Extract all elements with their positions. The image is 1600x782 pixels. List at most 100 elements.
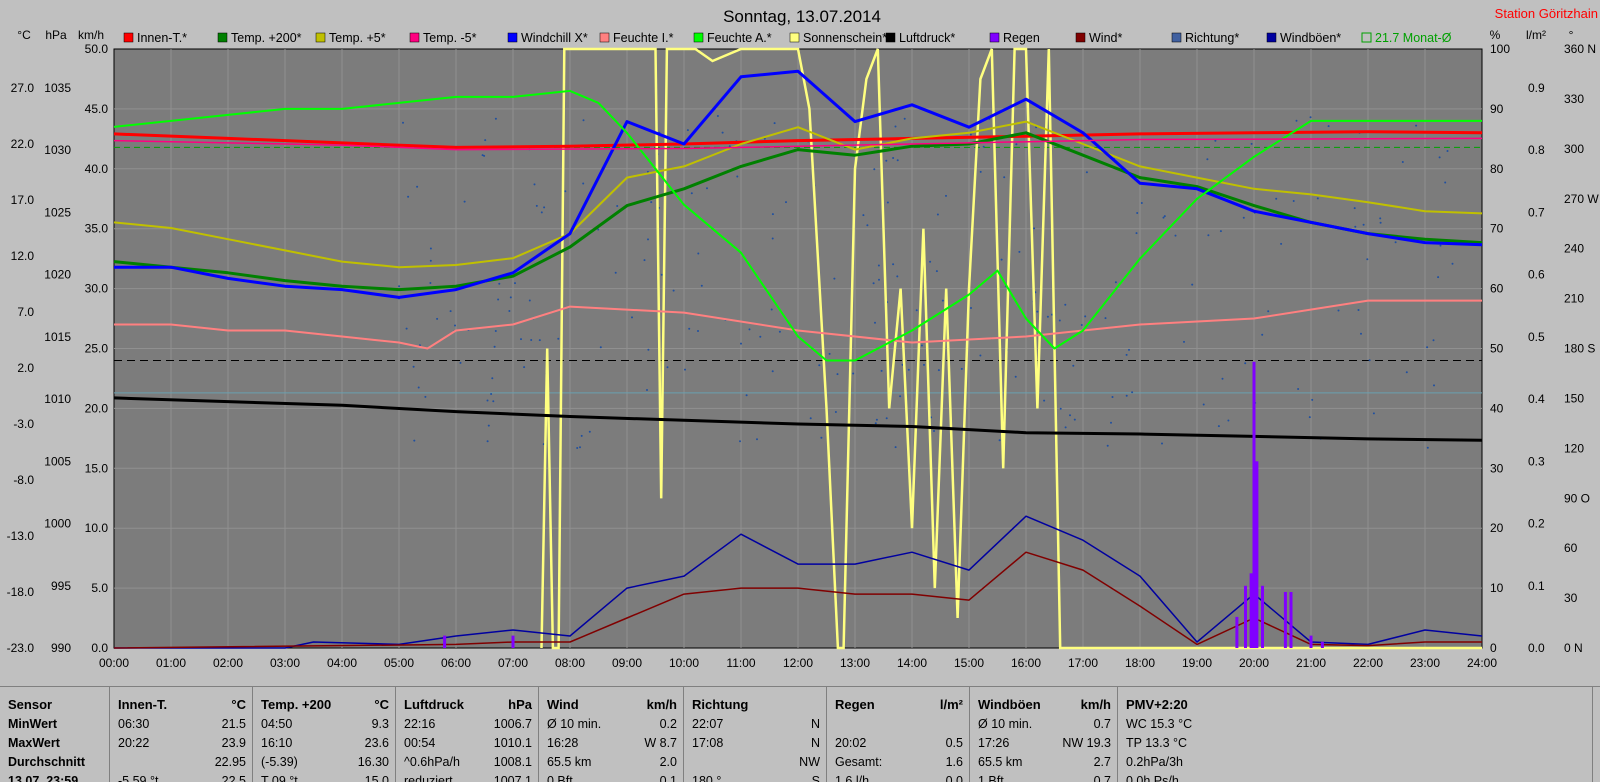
x-tick-label: 15:00 (954, 656, 984, 670)
x-tick-label: 06:00 (441, 656, 471, 670)
stats-row-value: 23.9 (221, 736, 246, 750)
stats-column: Temp. +200 °C 04:50 9.3 16:10 23.6 (-5.39) 16.3… (253, 687, 396, 782)
stats-row-value: 1006.7 (493, 717, 532, 731)
direction-point (778, 330, 781, 333)
direction-point (494, 330, 497, 332)
legend-swatch (1075, 32, 1086, 43)
direction-point (1360, 332, 1362, 335)
direction-point (941, 299, 944, 302)
direction-point (907, 368, 910, 371)
stats-row-label: WC 15.3 °C (1126, 717, 1193, 731)
legend-swatch (409, 32, 420, 43)
chart-area: 00:00 01:00 02:00 03:00 04:00 05:00 06:00 07:00… (6, 6, 1600, 670)
direction-point (1379, 221, 1382, 224)
series-line (113, 551, 1482, 649)
stats-column: Regen l/m² 20:02 0.5 Gesamt: 1.6 1.6 l/h 0.0 (827, 687, 970, 782)
direction-point (920, 344, 923, 347)
direction-point (436, 317, 439, 320)
direction-point (771, 237, 774, 240)
stats-row-label: 20:22 (118, 736, 150, 750)
direction-point (614, 271, 617, 274)
series-line (114, 69, 1483, 299)
direction-point (1085, 171, 1088, 174)
direction-point (412, 365, 415, 368)
direction-point (417, 386, 420, 389)
celsius-tick-label: 17.0 (11, 193, 35, 207)
direction-point (1433, 384, 1435, 387)
x-tick-label: 12:00 (783, 656, 813, 670)
celsius-tick-label: 12.0 (11, 249, 35, 263)
direction-point (1162, 216, 1165, 219)
lm2-tick-label: 0.0 (1528, 641, 1545, 655)
stats-row-label: Gesamt: (835, 755, 883, 769)
direction-point (1058, 319, 1061, 322)
rain-bar (511, 635, 515, 648)
direction-point (486, 440, 489, 443)
direction-point (740, 342, 742, 345)
stats-row: 00:54 1010.1 (404, 736, 532, 755)
lm2-tick-label: 0.9 (1528, 81, 1545, 95)
legend-entry: Wind* (1075, 31, 1122, 45)
direction-point (576, 447, 579, 449)
direction-point (852, 372, 855, 375)
legend-entry: Sonnenschein* (789, 31, 887, 45)
stats-column-title: Luftdruck (404, 697, 464, 712)
x-tick-label: 07:00 (498, 656, 528, 670)
direction-point (491, 377, 494, 380)
stats-row-label: 04:50 (261, 717, 293, 731)
stats-row-value: NW (799, 755, 820, 769)
legend-swatch (1361, 32, 1372, 43)
direction-point (759, 335, 762, 338)
series-line-temp-minus5 (113, 137, 1483, 151)
direction-point (481, 154, 484, 157)
direction-point (1125, 353, 1128, 356)
direction-point (1125, 394, 1128, 397)
stats-row-value: 1008.1 (493, 755, 532, 769)
direction-point (885, 159, 888, 162)
unit-celsius: °C (17, 28, 31, 42)
kmh-tick-label: 50.0 (85, 42, 109, 56)
direction-point (836, 373, 839, 376)
stats-column-header: Temp. +200 °C (261, 697, 389, 717)
direction-point (979, 170, 982, 173)
x-tick-label: 22:00 (1353, 656, 1383, 670)
stats-column-title: Innen-T. (118, 697, 168, 712)
direction-point (697, 252, 700, 255)
legend-label: Innen-T.* (137, 31, 187, 45)
stats-column: PMV+2:20 WC 15.3 °C TP 13.3 °C 0.2hPa/3h 0.0… (1118, 687, 1593, 782)
legend-entry: Luftdruck* (885, 31, 955, 45)
stats-row: T 09 °t 15.0 (261, 774, 389, 782)
stats-row-value: 0.0 (945, 774, 963, 782)
direction-point (454, 324, 456, 327)
direction-point (582, 182, 585, 185)
stats-row-value: N (810, 736, 820, 750)
direction-point (1292, 200, 1295, 202)
direction-point (523, 366, 526, 369)
stats-row-value: 1010.1 (493, 736, 532, 750)
stats-row: 180 ° S (692, 774, 820, 782)
direction-point (686, 129, 689, 132)
legend-swatch (789, 32, 800, 43)
direction-point (818, 364, 821, 367)
direction-point (514, 282, 516, 285)
stats-column-unit: km/h (1080, 697, 1111, 712)
stats-row: 0.2hPa/3h (1126, 755, 1586, 774)
direction-point (748, 328, 751, 331)
direction-point (486, 399, 489, 402)
stats-column: Wind km/h Ø 10 min. 0.2 16:28 W 8.7 65.5 km 2.0… (539, 687, 684, 782)
hpa-tick-label: 1035 (44, 81, 71, 95)
stats-column-header: Innen-T. °C (118, 697, 246, 717)
legend-entry: Windböen* (1266, 31, 1341, 45)
stats-row-label: 22:16 (404, 717, 436, 731)
direction-point (1379, 217, 1382, 220)
stats-column: Richtung 22:07 N 17:08 N NW 180 ° S (684, 687, 827, 782)
stats-row: Durchschnitt (8, 755, 103, 774)
stats-column-unit: hPa (508, 697, 532, 712)
x-tick-label: 02:00 (213, 656, 243, 670)
direction-point (424, 395, 427, 398)
stats-row-value: N (810, 717, 820, 731)
direction-point (960, 367, 963, 370)
direction-point (647, 238, 649, 241)
direction-point (616, 205, 619, 207)
direction-point (557, 337, 560, 340)
